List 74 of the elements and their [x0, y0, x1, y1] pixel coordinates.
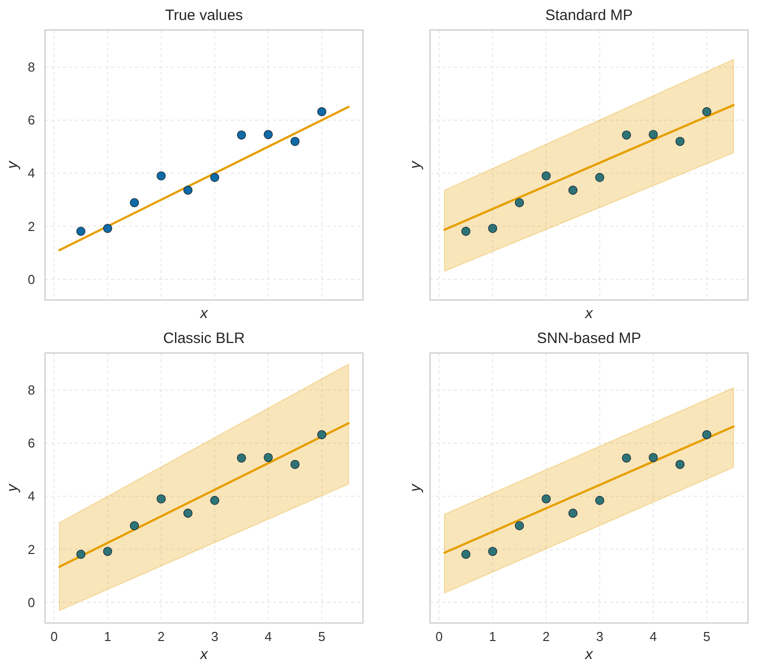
x-tick-label: 5: [318, 629, 326, 644]
y-tick-label: 8: [28, 60, 35, 75]
point: [236, 453, 246, 463]
x-tick-label: 4: [264, 629, 272, 644]
x-tick-label: 0: [50, 629, 58, 644]
point: [675, 460, 685, 469]
x-tick-label: 2: [542, 629, 550, 644]
chart-title: Standard MP: [545, 7, 633, 24]
point: [103, 224, 112, 233]
point: [183, 186, 192, 195]
y-tick-label: 8: [28, 382, 35, 398]
point: [702, 430, 712, 440]
x-axis-title: x: [199, 646, 208, 663]
point: [76, 226, 86, 236]
x-axis-title: x: [584, 646, 594, 663]
chart-title: SNN-based MP: [536, 330, 642, 347]
y-tick-label: 0: [28, 594, 35, 610]
point: [210, 172, 220, 182]
y-axis-title: y: [407, 160, 424, 170]
point: [290, 460, 300, 469]
y-tick-label: 6: [28, 112, 35, 128]
point: [103, 546, 112, 556]
y-tick-label: 4: [28, 488, 35, 504]
point: [542, 171, 551, 180]
point: [488, 546, 498, 556]
point: [514, 198, 524, 208]
point: [183, 508, 192, 518]
point: [648, 452, 658, 462]
point: [648, 130, 658, 140]
y-tick-label: 2: [28, 542, 35, 557]
y-axis-title: y: [4, 160, 21, 170]
x-tick-label: 1: [104, 629, 112, 644]
point: [156, 171, 166, 180]
y-tick-label: 0: [28, 272, 35, 287]
point: [236, 130, 246, 140]
point: [461, 550, 470, 559]
x-tick-label: 2: [158, 629, 165, 644]
point: [675, 136, 685, 146]
y-tick-label: 6: [28, 436, 35, 451]
point: [317, 107, 326, 116]
x-tick-label: 1: [489, 629, 496, 644]
y-axis-title: y: [407, 482, 424, 493]
y-tick-label: 4: [28, 166, 35, 181]
point: [595, 496, 604, 506]
x-tick-label: 4: [650, 629, 657, 644]
point: [595, 172, 604, 182]
point: [210, 496, 220, 506]
point: [622, 453, 632, 463]
point: [264, 452, 273, 462]
x-tick-label: 0: [435, 629, 443, 644]
point: [76, 550, 86, 559]
chart-title: True values: [165, 7, 243, 24]
point: [290, 136, 300, 146]
point: [317, 430, 326, 440]
y-axis-title: y: [4, 482, 21, 493]
point: [568, 186, 578, 195]
point: [568, 508, 578, 518]
y-tick-label: 2: [28, 218, 35, 234]
x-tick-label: 3: [211, 629, 218, 644]
point: [514, 521, 524, 530]
point: [461, 226, 470, 236]
point: [622, 130, 632, 140]
point: [156, 494, 166, 504]
chart-title: Classic BLR: [163, 330, 246, 347]
x-tick-label: 3: [596, 629, 604, 644]
point: [702, 107, 712, 116]
point: [264, 130, 273, 140]
point: [130, 198, 139, 208]
x-axis-title: x: [199, 305, 208, 322]
x-axis-title: x: [584, 305, 594, 322]
x-tick-label: 5: [703, 629, 710, 644]
point: [488, 224, 498, 233]
point: [542, 494, 551, 504]
point: [130, 521, 139, 530]
